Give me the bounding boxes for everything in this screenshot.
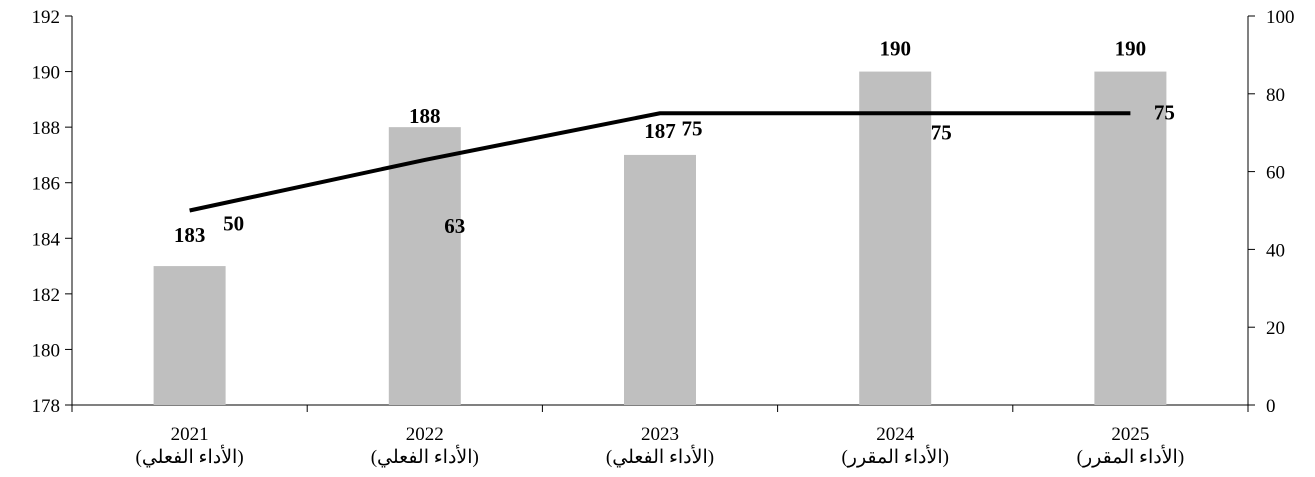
bar-series xyxy=(153,71,1167,406)
category-note-label: (الأداء الفعلي) xyxy=(371,444,479,468)
bar xyxy=(859,71,932,406)
right-tick-label: 40 xyxy=(1266,240,1285,261)
left-tick-label: 178 xyxy=(32,396,61,417)
left-tick-label: 186 xyxy=(32,174,61,195)
category-year-label: 2024 xyxy=(876,424,915,445)
category-note-label: (الأداء الفعلي) xyxy=(606,444,714,468)
category-year-label: 2025 xyxy=(1111,424,1149,445)
bar xyxy=(153,266,226,405)
right-tick-label: 60 xyxy=(1266,163,1285,184)
category-note-label: (الأداء المقرر) xyxy=(841,444,949,468)
category-year-label: 2023 xyxy=(641,424,679,445)
bar-value-label: 190 xyxy=(879,37,911,61)
right-tick-label: 80 xyxy=(1266,85,1285,106)
right-tick-label: 100 xyxy=(1266,7,1295,28)
right-tick-label: 20 xyxy=(1266,318,1285,339)
left-tick-label: 180 xyxy=(32,340,61,361)
line-value-label: 75 xyxy=(1154,100,1175,124)
bar xyxy=(624,154,696,405)
category-note-label: (الأداء الفعلي) xyxy=(136,444,244,468)
left-tick-label: 188 xyxy=(32,118,61,139)
line-value-label: 75 xyxy=(682,116,703,140)
category-year-label: 2022 xyxy=(406,424,444,445)
bar xyxy=(388,127,461,406)
left-tick-label: 190 xyxy=(32,63,61,84)
axes: 178 180 182 184 186 188 190 192 0 20 40 60 80 100 2021… xyxy=(32,7,1295,468)
right-tick-label: 0 xyxy=(1266,396,1276,417)
category-year-label: 2021 xyxy=(171,424,209,445)
bar-value-label: 188 xyxy=(409,104,441,128)
bar-value-label: 190 xyxy=(1115,37,1147,61)
line-value-label: 63 xyxy=(444,214,465,238)
bar xyxy=(1094,71,1167,406)
line-value-label: 75 xyxy=(931,120,952,144)
data-labels: 183 188 187 190 190 50 63 75 75 75 xyxy=(174,37,1175,247)
line-series xyxy=(189,111,1131,213)
left-tick-label: 184 xyxy=(32,229,61,250)
left-tick-label: 192 xyxy=(32,7,61,28)
bar-value-label: 187 xyxy=(644,119,676,143)
left-tick-label: 182 xyxy=(32,285,61,306)
category-note-label: (الأداء المقرر) xyxy=(1077,444,1185,468)
bar-value-label: 183 xyxy=(174,223,206,247)
line-value-label: 50 xyxy=(223,212,244,236)
line-path xyxy=(189,111,1131,213)
